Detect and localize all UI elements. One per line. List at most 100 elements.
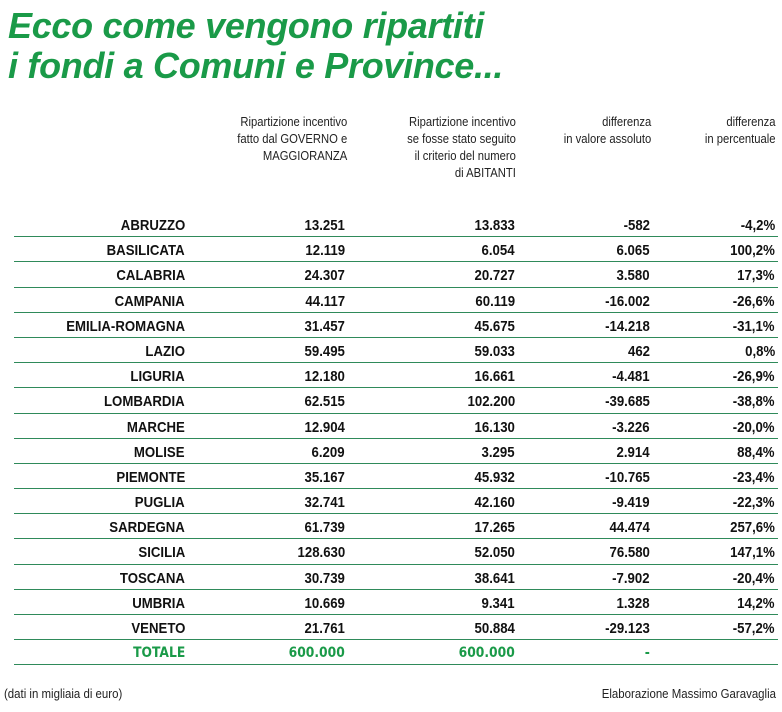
cell-governo: 6.209 [311, 443, 345, 461]
header-governo: Ripartizione incentivo fatto dal GOVERNO… [237, 114, 347, 165]
cell-region: VENETO [130, 620, 185, 637]
cell-diff-percentuale: 17,3% [737, 267, 775, 285]
header-line: differenza [726, 115, 776, 129]
header-diff-percentuale: differenza in percentuale [705, 114, 776, 148]
cell-abitanti: 45.932 [474, 468, 515, 486]
cell-abitanti: 16.661 [474, 368, 515, 386]
cell-diff-assoluta: 76.580 [609, 544, 650, 562]
cell-diff-percentuale: 257,6% [730, 519, 775, 537]
cell-region: MOLISE [134, 443, 185, 461]
table-row: TOSCANA 30.739 38.641 -7.902 -20,4% [14, 565, 778, 590]
cell-diff-assoluta: 3.580 [616, 267, 650, 285]
cell-diff-assoluta: -39.685 [605, 393, 650, 411]
cell-governo: 128.630 [297, 544, 345, 562]
cell-region: UMBRIA [132, 594, 185, 612]
cell-governo: 62.515 [304, 393, 345, 411]
header-abitanti: Ripartizione incentivo se fosse stato se… [407, 114, 516, 182]
cell-diff-percentuale: -23,4% [733, 468, 775, 486]
cell-diff-assoluta: 6.065 [616, 242, 650, 260]
cell-diff-assoluta: 2.914 [616, 443, 650, 461]
cell-abitanti: 3.295 [481, 443, 515, 461]
cell-diff-assoluta: - [644, 645, 650, 662]
cell-governo: 30.739 [304, 569, 345, 587]
cell-diff-percentuale: -38,8% [733, 393, 775, 411]
cell-governo: 44.117 [305, 292, 345, 310]
table-row: MARCHE 12.904 16.130 -3.226 -20,0% [14, 414, 778, 439]
cell-abitanti: 60.119 [475, 292, 515, 310]
data-table: ABRUZZO 13.251 13.833 -582 -4,2% BASILICATA 12… [14, 212, 778, 666]
cell-diff-assoluta: 462 [627, 342, 650, 360]
total-row: TOTALE 600.000 600.000 - [14, 640, 778, 666]
table-row: ABRUZZO 13.251 13.833 -582 -4,2% [14, 212, 778, 238]
title-line-1: Ecco come vengono ripartiti [8, 5, 485, 46]
cell-diff-assoluta: 44.474 [609, 519, 650, 537]
cell-diff-assoluta: 1.328 [616, 594, 650, 612]
cell-abitanti: 50.884 [474, 620, 515, 637]
cell-diff-assoluta: -4.481 [612, 368, 650, 386]
cell-diff-percentuale: 88,4% [737, 443, 775, 461]
cell-diff-percentuale: -26,6% [733, 292, 775, 310]
cell-governo: 35.167 [304, 468, 345, 486]
table-row: PIEMONTE 35.167 45.932 -10.765 -23,4% [14, 464, 778, 490]
cell-region: TOTALE [132, 645, 185, 662]
cell-governo: 61.739 [304, 519, 345, 537]
cell-governo: 59.495 [304, 342, 345, 360]
cell-governo: 600.000 [288, 645, 345, 662]
cell-diff-percentuale: 14,2% [737, 594, 775, 612]
cell-diff-assoluta: -10.765 [605, 468, 650, 486]
cell-region: CAMPANIA [114, 292, 185, 310]
cell-governo: 21.761 [304, 620, 345, 637]
cell-governo: 24.307 [304, 267, 345, 285]
cell-diff-percentuale: 147,1% [730, 544, 775, 562]
header-line: fatto dal GOVERNO e [236, 132, 347, 146]
header-line: Ripartizione incentivo [240, 115, 347, 129]
table-row: SARDEGNA 61.739 17.265 44.474 257,6% [14, 514, 778, 540]
header-line: MAGGIORANZA [262, 149, 347, 163]
cell-region: MARCHE [127, 418, 185, 436]
cell-abitanti: 42.160 [474, 494, 515, 512]
table-row: CAMPANIA 44.117 60.119 -16.002 -26,6% [14, 288, 778, 313]
header-line: in percentuale [705, 132, 776, 146]
cell-diff-assoluta: -14.218 [605, 317, 650, 335]
title-line-2: i fondi a Comuni e Province... [8, 45, 504, 86]
cell-abitanti: 16.130 [474, 418, 515, 436]
cell-region: SICILIA [138, 544, 185, 562]
cell-diff-percentuale: -20,0% [733, 418, 775, 436]
cell-abitanti: 102.200 [467, 393, 515, 411]
cell-abitanti: 38.641 [474, 569, 515, 587]
cell-region: SARDEGNA [109, 519, 185, 537]
cell-abitanti: 17.265 [474, 519, 515, 537]
header-line: in valore assoluto [563, 132, 651, 146]
cell-abitanti: 13.833 [474, 217, 515, 234]
cell-governo: 12.119 [305, 242, 345, 260]
cell-diff-assoluta: -9.419 [612, 494, 650, 512]
table-row: BASILICATA 12.119 6.054 6.065 100,2% [14, 237, 778, 263]
cell-governo: 12.180 [304, 368, 345, 386]
cell-abitanti: 20.727 [474, 267, 515, 285]
cell-diff-assoluta: -582 [623, 217, 650, 234]
cell-region: PIEMONTE [116, 468, 185, 486]
cell-abitanti: 600.000 [458, 645, 515, 662]
cell-diff-percentuale: 100,2% [730, 242, 775, 260]
cell-region: LOMBARDIA [104, 393, 185, 411]
cell-governo: 10.669 [304, 594, 345, 612]
cell-diff-percentuale: -4,2% [740, 217, 775, 234]
table-row: SICILIA 128.630 52.050 76.580 147,1% [14, 539, 778, 565]
cell-abitanti: 52.050 [474, 544, 515, 562]
table-row: EMILIA-ROMAGNA 31.457 45.675 -14.218 -31,1% [14, 313, 778, 338]
cell-abitanti: 9.341 [481, 594, 515, 612]
table-row: PUGLIA 32.741 42.160 -9.419 -22,3% [14, 489, 778, 515]
table-row: LIGURIA 12.180 16.661 -4.481 -26,9% [14, 363, 778, 389]
cell-region: EMILIA-ROMAGNA [66, 317, 185, 335]
footer-note: (dati in migliaia di euro) [4, 686, 123, 701]
cell-abitanti: 59.033 [474, 342, 515, 360]
header-line: di ABITANTI [454, 166, 516, 180]
cell-diff-percentuale: -26,9% [733, 368, 775, 386]
header-line: il criterio del numero [414, 149, 516, 163]
cell-diff-percentuale: 0,8% [744, 342, 775, 360]
cell-governo: 13.251 [304, 217, 345, 234]
cell-governo: 32.741 [304, 494, 345, 512]
cell-region: BASILICATA [107, 242, 185, 260]
table-row: UMBRIA 10.669 9.341 1.328 14,2% [14, 590, 778, 615]
header-line: se fosse stato seguito [407, 132, 516, 146]
